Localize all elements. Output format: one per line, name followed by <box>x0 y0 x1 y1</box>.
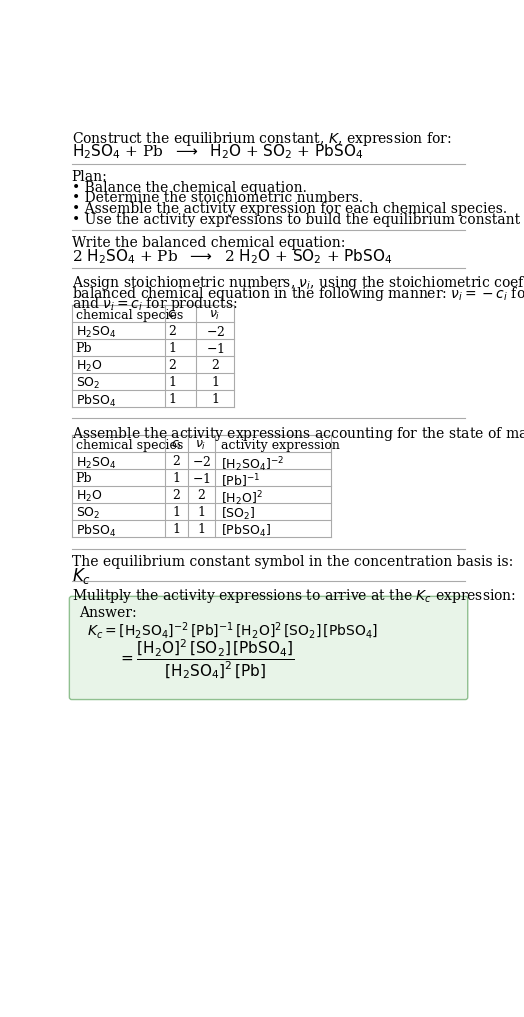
Text: 1: 1 <box>172 472 180 485</box>
Text: $\nu_i$: $\nu_i$ <box>195 439 207 453</box>
Text: 1: 1 <box>168 394 177 406</box>
Text: $-$1: $-$1 <box>192 472 211 486</box>
Text: 1: 1 <box>172 523 180 536</box>
FancyBboxPatch shape <box>69 596 468 700</box>
Text: 2: 2 <box>169 359 177 372</box>
Text: $[\mathrm{H_2O}]^{2}$: $[\mathrm{H_2O}]^{2}$ <box>221 489 263 508</box>
Text: $K_c$: $K_c$ <box>72 565 91 586</box>
Text: 2: 2 <box>211 359 219 372</box>
Text: 2: 2 <box>197 489 205 502</box>
Text: and $\nu_i = c_i$ for products:: and $\nu_i = c_i$ for products: <box>72 295 237 312</box>
Text: $\mathrm{PbSO_4}$: $\mathrm{PbSO_4}$ <box>75 394 116 409</box>
Text: activity expression: activity expression <box>221 439 340 453</box>
Text: Mulitply the activity expressions to arrive at the $K_c$ expression:: Mulitply the activity expressions to arr… <box>72 587 516 605</box>
Text: 2: 2 <box>172 489 180 502</box>
Text: $\mathrm{SO_2}$: $\mathrm{SO_2}$ <box>75 376 100 392</box>
Text: $\mathrm{H_2O}$: $\mathrm{H_2O}$ <box>75 359 102 374</box>
Text: chemical species: chemical species <box>75 439 183 453</box>
Text: $\mathrm{PbSO_4}$: $\mathrm{PbSO_4}$ <box>75 523 116 539</box>
Text: The equilibrium constant symbol in the concentration basis is:: The equilibrium constant symbol in the c… <box>72 555 513 569</box>
Text: $-$2: $-$2 <box>205 325 225 340</box>
Text: • Balance the chemical equation.: • Balance the chemical equation. <box>72 181 307 194</box>
Text: Answer:: Answer: <box>80 606 137 620</box>
Text: $c_i$: $c_i$ <box>167 309 178 322</box>
Text: Write the balanced chemical equation:: Write the balanced chemical equation: <box>72 236 345 250</box>
Text: 1: 1 <box>211 394 219 406</box>
Text: 1: 1 <box>168 343 177 355</box>
Text: $\mathrm{H_2SO_4}$: $\mathrm{H_2SO_4}$ <box>75 456 116 471</box>
Text: balanced chemical equation in the following manner: $\nu_i = -c_i$ for reactants: balanced chemical equation in the follow… <box>72 285 524 302</box>
Text: $[\mathrm{H_2SO_4}]^{-2}$: $[\mathrm{H_2SO_4}]^{-2}$ <box>221 456 285 474</box>
Text: Plan:: Plan: <box>72 170 107 184</box>
Text: 2: 2 <box>172 456 180 469</box>
Text: 1: 1 <box>168 376 177 390</box>
Text: 1: 1 <box>172 506 180 520</box>
Text: Pb: Pb <box>75 472 92 485</box>
Text: chemical species: chemical species <box>75 309 183 322</box>
Text: 2 $\mathrm{H_2SO_4}$ + Pb  $\longrightarrow$  2 $\mathrm{H_2O}$ + $\mathrm{SO_2}: 2 $\mathrm{H_2SO_4}$ + Pb $\longrightarr… <box>72 247 392 266</box>
Text: 1: 1 <box>197 523 205 536</box>
Text: $\mathrm{H_2O}$: $\mathrm{H_2O}$ <box>75 489 102 504</box>
Text: $\nu_i$: $\nu_i$ <box>210 309 221 322</box>
Text: Assign stoichiometric numbers, $\nu_i$, using the stoichiometric coefficients, $: Assign stoichiometric numbers, $\nu_i$, … <box>72 275 524 293</box>
Text: Construct the equilibrium constant, $K$, expression for:: Construct the equilibrium constant, $K$,… <box>72 130 451 147</box>
Text: • Assemble the activity expression for each chemical species.: • Assemble the activity expression for e… <box>72 202 507 217</box>
Text: $K_c = [\mathrm{H_2SO_4}]^{-2}\,[\mathrm{Pb}]^{-1}\,[\mathrm{H_2O}]^{2}\,[\mathr: $K_c = [\mathrm{H_2SO_4}]^{-2}\,[\mathrm… <box>87 620 378 641</box>
Text: 2: 2 <box>169 325 177 339</box>
Text: $c_i$: $c_i$ <box>171 439 182 453</box>
Text: $\mathrm{H_2SO_4}$: $\mathrm{H_2SO_4}$ <box>75 325 116 341</box>
Text: • Determine the stoichiometric numbers.: • Determine the stoichiometric numbers. <box>72 191 363 205</box>
Text: 1: 1 <box>197 506 205 520</box>
Text: $-$1: $-$1 <box>206 343 224 356</box>
Text: Assemble the activity expressions accounting for the state of matter and $\nu_i$: Assemble the activity expressions accoun… <box>72 425 524 442</box>
Text: $= \dfrac{[\mathrm{H_2O}]^{2}\,[\mathrm{SO_2}]\,[\mathrm{PbSO_4}]}{[\mathrm{H_2S: $= \dfrac{[\mathrm{H_2O}]^{2}\,[\mathrm{… <box>118 638 295 680</box>
Text: $[\mathrm{Pb}]^{-1}$: $[\mathrm{Pb}]^{-1}$ <box>221 472 260 490</box>
Text: 1: 1 <box>211 376 219 390</box>
Text: Pb: Pb <box>75 343 92 355</box>
Text: • Use the activity expressions to build the equilibrium constant expression.: • Use the activity expressions to build … <box>72 213 524 227</box>
Text: $[\mathrm{PbSO_4}]$: $[\mathrm{PbSO_4}]$ <box>221 523 271 539</box>
Text: $[\mathrm{SO_2}]$: $[\mathrm{SO_2}]$ <box>221 506 256 523</box>
Text: $-$2: $-$2 <box>192 456 211 470</box>
Text: $\mathrm{SO_2}$: $\mathrm{SO_2}$ <box>75 506 100 522</box>
Text: $\mathrm{H_2SO_4}$ + Pb  $\longrightarrow$  $\mathrm{H_2O}$ + $\mathrm{SO_2}$ + : $\mathrm{H_2SO_4}$ + Pb $\longrightarrow… <box>72 142 363 161</box>
